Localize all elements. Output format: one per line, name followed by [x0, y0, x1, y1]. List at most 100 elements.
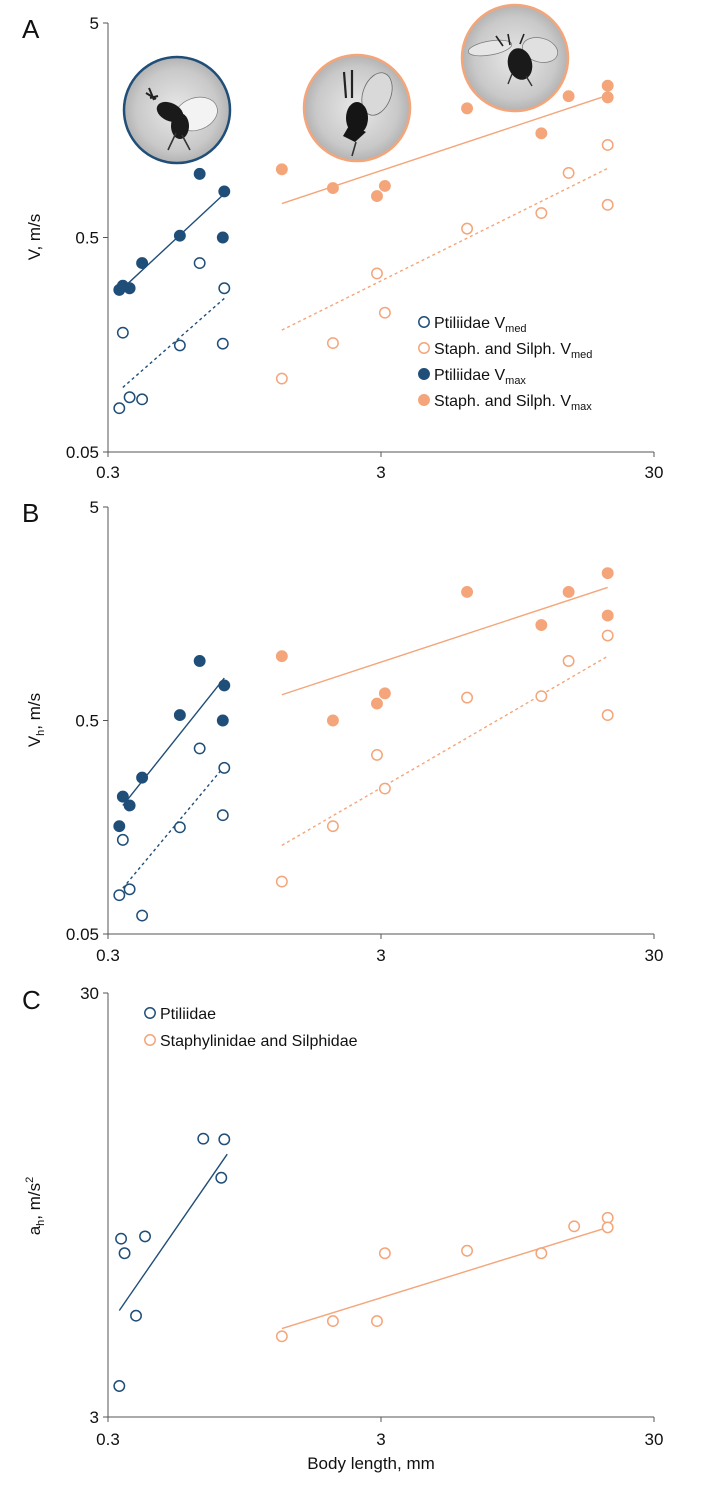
legend-marker-ss	[144, 1034, 156, 1046]
x-tick-label: 30	[645, 463, 664, 482]
data-point-pt	[113, 1380, 126, 1392]
legend-marker-pt	[144, 1007, 156, 1019]
data-point-pt_med	[193, 742, 206, 755]
legend-marker-pt_med	[418, 316, 430, 328]
data-point-ss_med	[535, 690, 548, 703]
data-point-ss_max	[535, 619, 548, 631]
x-tick-label: 3	[376, 463, 385, 482]
data-point-pt_max	[123, 282, 136, 295]
data-point-ss_med	[378, 782, 391, 795]
ptiliidae-photo-inset	[122, 55, 232, 165]
panel-c-plot: 3 30 0.3 3 30 ah, m/s2 Body length, mm Ptiliida…	[24, 984, 663, 1473]
legend-label-pt_med: Ptiliidae Vmed	[434, 315, 527, 335]
data-point-pt_med	[123, 883, 136, 896]
x-tick-label: 0.3	[96, 463, 120, 482]
data-point-pt_med	[136, 909, 149, 922]
panel-a-plot: 0.05 0.5 5 0.3 3 30 V, m/s Ptiliidae Vmed Staph.…	[25, 14, 663, 482]
y-tick-label: 3	[90, 1408, 99, 1427]
legend-marker-ss_max	[418, 394, 430, 406]
legend-label-ss_max: Staph. and Silph. Vmax	[434, 393, 592, 413]
x-tick-label: 3	[376, 1430, 385, 1449]
legend-label-pt_max: Ptiliidae Vmax	[434, 367, 526, 387]
data-point-pt_med	[113, 889, 126, 902]
data-point-pt	[197, 1132, 210, 1145]
data-point-pt_max	[136, 257, 149, 270]
data-point-ss_max	[562, 586, 575, 598]
data-point-ss	[601, 1221, 614, 1234]
x-tick-label: 0.3	[96, 1430, 120, 1449]
data-point-pt	[130, 1309, 142, 1322]
data-point-pt_max	[193, 655, 206, 667]
trend-line-pt_med	[122, 765, 225, 889]
data-point-ss_max	[326, 714, 339, 727]
y-axis-label: ah, m/s2	[24, 1177, 47, 1236]
data-point-pt	[139, 1230, 151, 1243]
data-point-pt_max	[216, 714, 229, 727]
data-point-pt_max	[173, 709, 186, 722]
y-tick-label: 5	[90, 498, 99, 517]
data-point-ss_max	[378, 687, 391, 700]
data-point-ss_med	[371, 267, 383, 280]
trend-line-ss_max	[281, 586, 608, 696]
data-point-ss_med	[535, 207, 548, 220]
data-point-ss_max	[378, 179, 391, 192]
data-point-pt_max	[216, 231, 229, 244]
data-point-pt	[118, 1247, 131, 1260]
data-point-pt_med	[123, 391, 136, 404]
data-point-ss_max	[275, 650, 288, 663]
data-point-pt_max	[193, 167, 206, 180]
data-point-pt_med	[216, 809, 229, 822]
y-tick-label: 5	[90, 14, 99, 33]
data-point-ss_med	[326, 820, 339, 833]
data-point-ss	[326, 1315, 339, 1328]
x-tick-label: 0.3	[96, 946, 120, 965]
data-point-ss_med	[371, 748, 383, 761]
data-point-ss_max	[326, 182, 339, 195]
panel-label-a: A	[22, 14, 40, 44]
panel-b-plot: 0.05 0.5 5 0.3 3 30 Vh, m/s	[25, 498, 663, 965]
data-point-ss	[601, 1211, 614, 1224]
y-axis-label: Vh, m/s	[25, 693, 47, 747]
data-point-ss_med	[461, 691, 474, 704]
data-point-pt_max	[116, 790, 129, 803]
trend-line-pt_max	[122, 677, 225, 806]
trend-line-pt	[118, 1153, 228, 1311]
data-point-pt	[215, 1171, 228, 1184]
data-point-pt_med	[173, 339, 186, 352]
data-point-pt_max	[123, 799, 136, 812]
x-axis-label: Body length, mm	[307, 1454, 435, 1473]
panel-label-c: C	[22, 985, 41, 1015]
data-point-ss_med	[562, 166, 575, 179]
trend-line-ss_med	[281, 167, 609, 331]
data-point-ss_max	[371, 190, 383, 203]
data-point-ss_med	[275, 372, 288, 385]
data-point-ss	[275, 1330, 288, 1343]
data-point-pt_max	[136, 771, 149, 784]
data-point-ss_med	[378, 306, 391, 319]
data-point-pt_med	[218, 761, 231, 774]
y-tick-label: 0.5	[75, 229, 99, 248]
trend-line-pt_med	[122, 297, 225, 388]
data-point-pt_med	[116, 833, 129, 846]
legend-label-ss_med: Staph. and Silph. Vmed	[434, 341, 592, 361]
data-point-pt_med	[218, 282, 231, 295]
x-tick-label: 30	[645, 946, 664, 965]
data-point-ss_max	[562, 90, 575, 103]
data-point-ss_med	[326, 337, 339, 350]
data-point-ss_max	[371, 697, 383, 710]
data-point-ss_med	[562, 655, 575, 667]
data-point-ss_max	[601, 567, 614, 580]
data-point-ss_max	[461, 102, 474, 115]
data-point-pt_max	[173, 229, 186, 242]
data-point-pt_max	[218, 185, 231, 198]
y-tick-label: 0.05	[66, 925, 99, 944]
legend-label-ss: Staphylinidae and Silphidae	[160, 1033, 358, 1050]
data-point-ss_med	[601, 198, 614, 211]
y-axis-label: V, m/s	[25, 214, 44, 261]
data-point-pt_med	[136, 393, 149, 406]
data-point-ss_med	[461, 222, 474, 235]
data-point-ss_med	[601, 139, 614, 151]
y-tick-label: 0.5	[75, 712, 99, 731]
data-point-ss_max	[535, 127, 548, 140]
